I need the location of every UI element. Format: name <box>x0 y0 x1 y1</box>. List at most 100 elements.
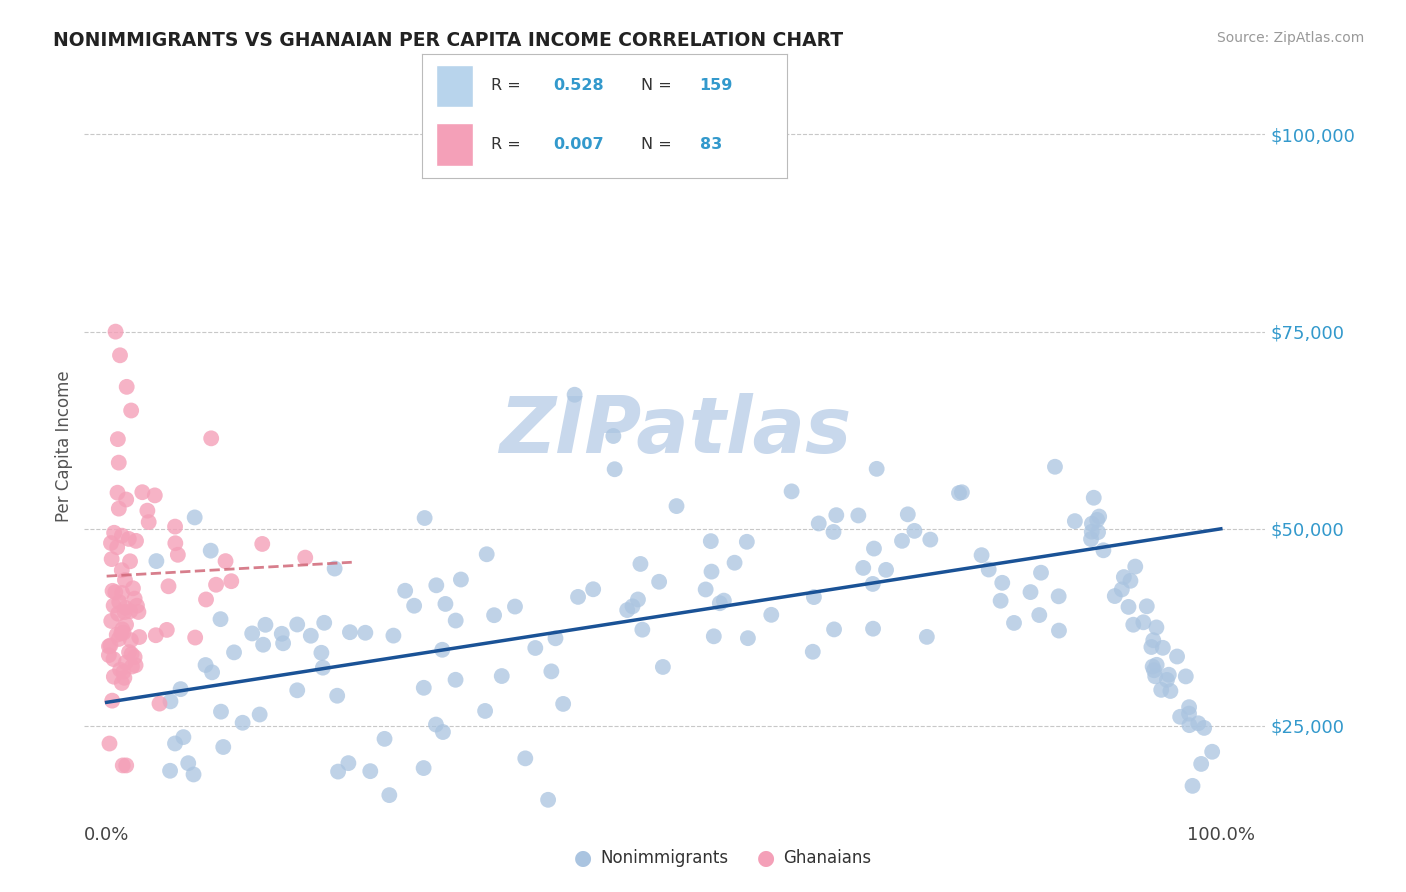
Point <box>128 630 150 644</box>
Point <box>862 577 884 591</box>
Point <box>627 592 650 607</box>
Point <box>1092 543 1115 558</box>
Point <box>1192 721 1215 735</box>
Point <box>412 761 434 775</box>
Point <box>326 764 349 779</box>
Point <box>801 645 824 659</box>
FancyBboxPatch shape <box>436 123 472 166</box>
Point <box>544 632 567 646</box>
Point <box>1080 532 1102 546</box>
Point <box>177 756 200 771</box>
Point <box>630 557 652 571</box>
Point <box>115 617 138 632</box>
Point <box>413 511 436 525</box>
Text: N =: N = <box>641 137 678 153</box>
Point <box>101 583 124 598</box>
Point <box>700 534 723 549</box>
Point <box>110 626 132 640</box>
Point <box>1047 624 1070 638</box>
Point <box>169 682 191 697</box>
Point <box>564 388 586 402</box>
Point <box>1122 617 1144 632</box>
Point <box>104 325 127 339</box>
Point <box>1088 509 1111 524</box>
Point <box>695 582 717 597</box>
Point <box>114 601 136 615</box>
Y-axis label: Per Capita Income: Per Capita Income <box>55 370 73 522</box>
Point <box>737 631 759 645</box>
Point <box>631 623 654 637</box>
Point <box>222 645 245 659</box>
Point <box>1119 574 1142 588</box>
Point <box>1047 590 1070 604</box>
Point <box>1111 582 1133 597</box>
Point <box>567 590 589 604</box>
Point <box>121 647 143 661</box>
Text: Ghanaians: Ghanaians <box>783 849 872 867</box>
Point <box>122 581 145 595</box>
Point <box>165 536 187 550</box>
Point <box>107 485 129 500</box>
Point <box>314 615 336 630</box>
Point <box>219 574 242 589</box>
Point <box>111 529 134 543</box>
Point <box>285 683 308 698</box>
Point <box>183 510 205 524</box>
Point <box>852 561 875 575</box>
Point <box>323 561 346 575</box>
Point <box>846 508 869 523</box>
Point <box>735 534 758 549</box>
Point <box>713 593 735 607</box>
Point <box>602 429 624 443</box>
Point <box>166 548 188 562</box>
Point <box>875 563 897 577</box>
Point <box>709 596 731 610</box>
Text: ●: ● <box>758 848 775 868</box>
Point <box>103 525 125 540</box>
Point <box>212 739 235 754</box>
Point <box>1136 599 1159 614</box>
Point <box>1144 669 1167 683</box>
Point <box>1159 684 1181 698</box>
Point <box>863 541 886 556</box>
Point <box>897 508 920 522</box>
Point <box>124 650 146 665</box>
Point <box>1189 756 1212 771</box>
Text: NONIMMIGRANTS VS GHANAIAN PER CAPITA INCOME CORRELATION CHART: NONIMMIGRANTS VS GHANAIAN PER CAPITA INC… <box>53 31 844 50</box>
Point <box>648 574 671 589</box>
Point <box>432 642 454 657</box>
Point <box>105 541 128 555</box>
Point <box>1087 525 1109 540</box>
Point <box>200 543 222 558</box>
Point <box>108 595 131 609</box>
Point <box>294 550 316 565</box>
Point <box>582 582 605 597</box>
Point <box>948 486 970 500</box>
Point <box>1157 667 1180 681</box>
Point <box>159 694 181 708</box>
Point <box>1174 669 1197 683</box>
Point <box>165 519 187 533</box>
Point <box>603 462 626 476</box>
Point <box>862 622 884 636</box>
Point <box>444 673 467 687</box>
Text: R =: R = <box>491 137 526 153</box>
Point <box>125 599 148 613</box>
Point <box>107 432 129 446</box>
Point <box>866 462 889 476</box>
Point <box>977 562 1000 576</box>
Point <box>103 599 125 613</box>
Point <box>240 626 263 640</box>
Point <box>1142 633 1164 648</box>
Point <box>780 484 803 499</box>
Point <box>990 594 1012 608</box>
Point <box>249 707 271 722</box>
Point <box>97 648 120 662</box>
Point <box>326 689 349 703</box>
Point <box>665 499 688 513</box>
Point <box>1140 640 1163 654</box>
Point <box>98 640 121 654</box>
Point <box>1028 608 1050 623</box>
Point <box>184 631 207 645</box>
Point <box>1181 779 1204 793</box>
